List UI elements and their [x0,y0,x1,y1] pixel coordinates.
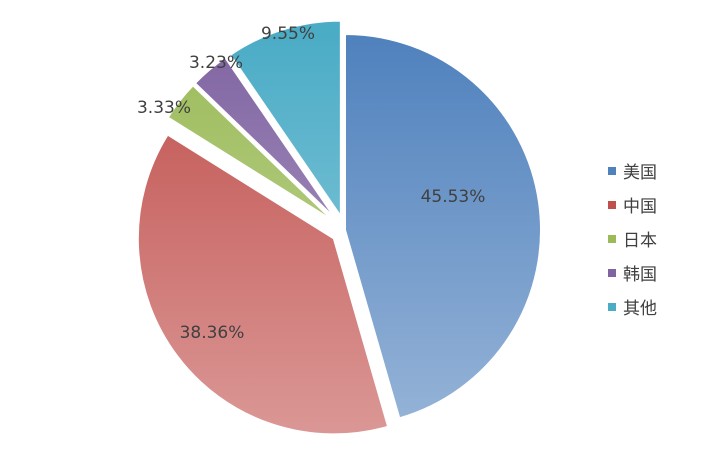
pie-slices [136,19,542,436]
data-label-1: 45.53% [421,187,486,207]
data-label-5: 9.55% [261,24,315,44]
legend-swatch-1 [608,167,616,175]
pie-slice-3 [166,83,335,223]
legend-swatch-5 [608,303,616,311]
data-label-3: 3.33% [137,98,191,118]
legend-label-2: 中国 [623,197,657,217]
legend-label-4: 韩国 [623,265,657,285]
pie-slice-5 [228,19,342,220]
pie-slice-2 [136,133,390,436]
legend-swatch-3 [608,235,616,243]
legend-label-1: 美国 [623,163,657,183]
pie-slice-4 [193,56,337,221]
data-label-2: 38.36% [180,323,245,343]
legend-label-5: 其他 [623,299,657,319]
legend-swatch-4 [608,269,616,277]
pie-data-labels: 45.53% 38.36% 3.33% 3.23% 9.55% [137,24,485,343]
legend-label-3: 日本 [623,231,657,251]
legend-swatch-2 [608,201,616,209]
pie-slice-1 [344,32,542,420]
data-label-4: 3.23% [189,53,243,73]
